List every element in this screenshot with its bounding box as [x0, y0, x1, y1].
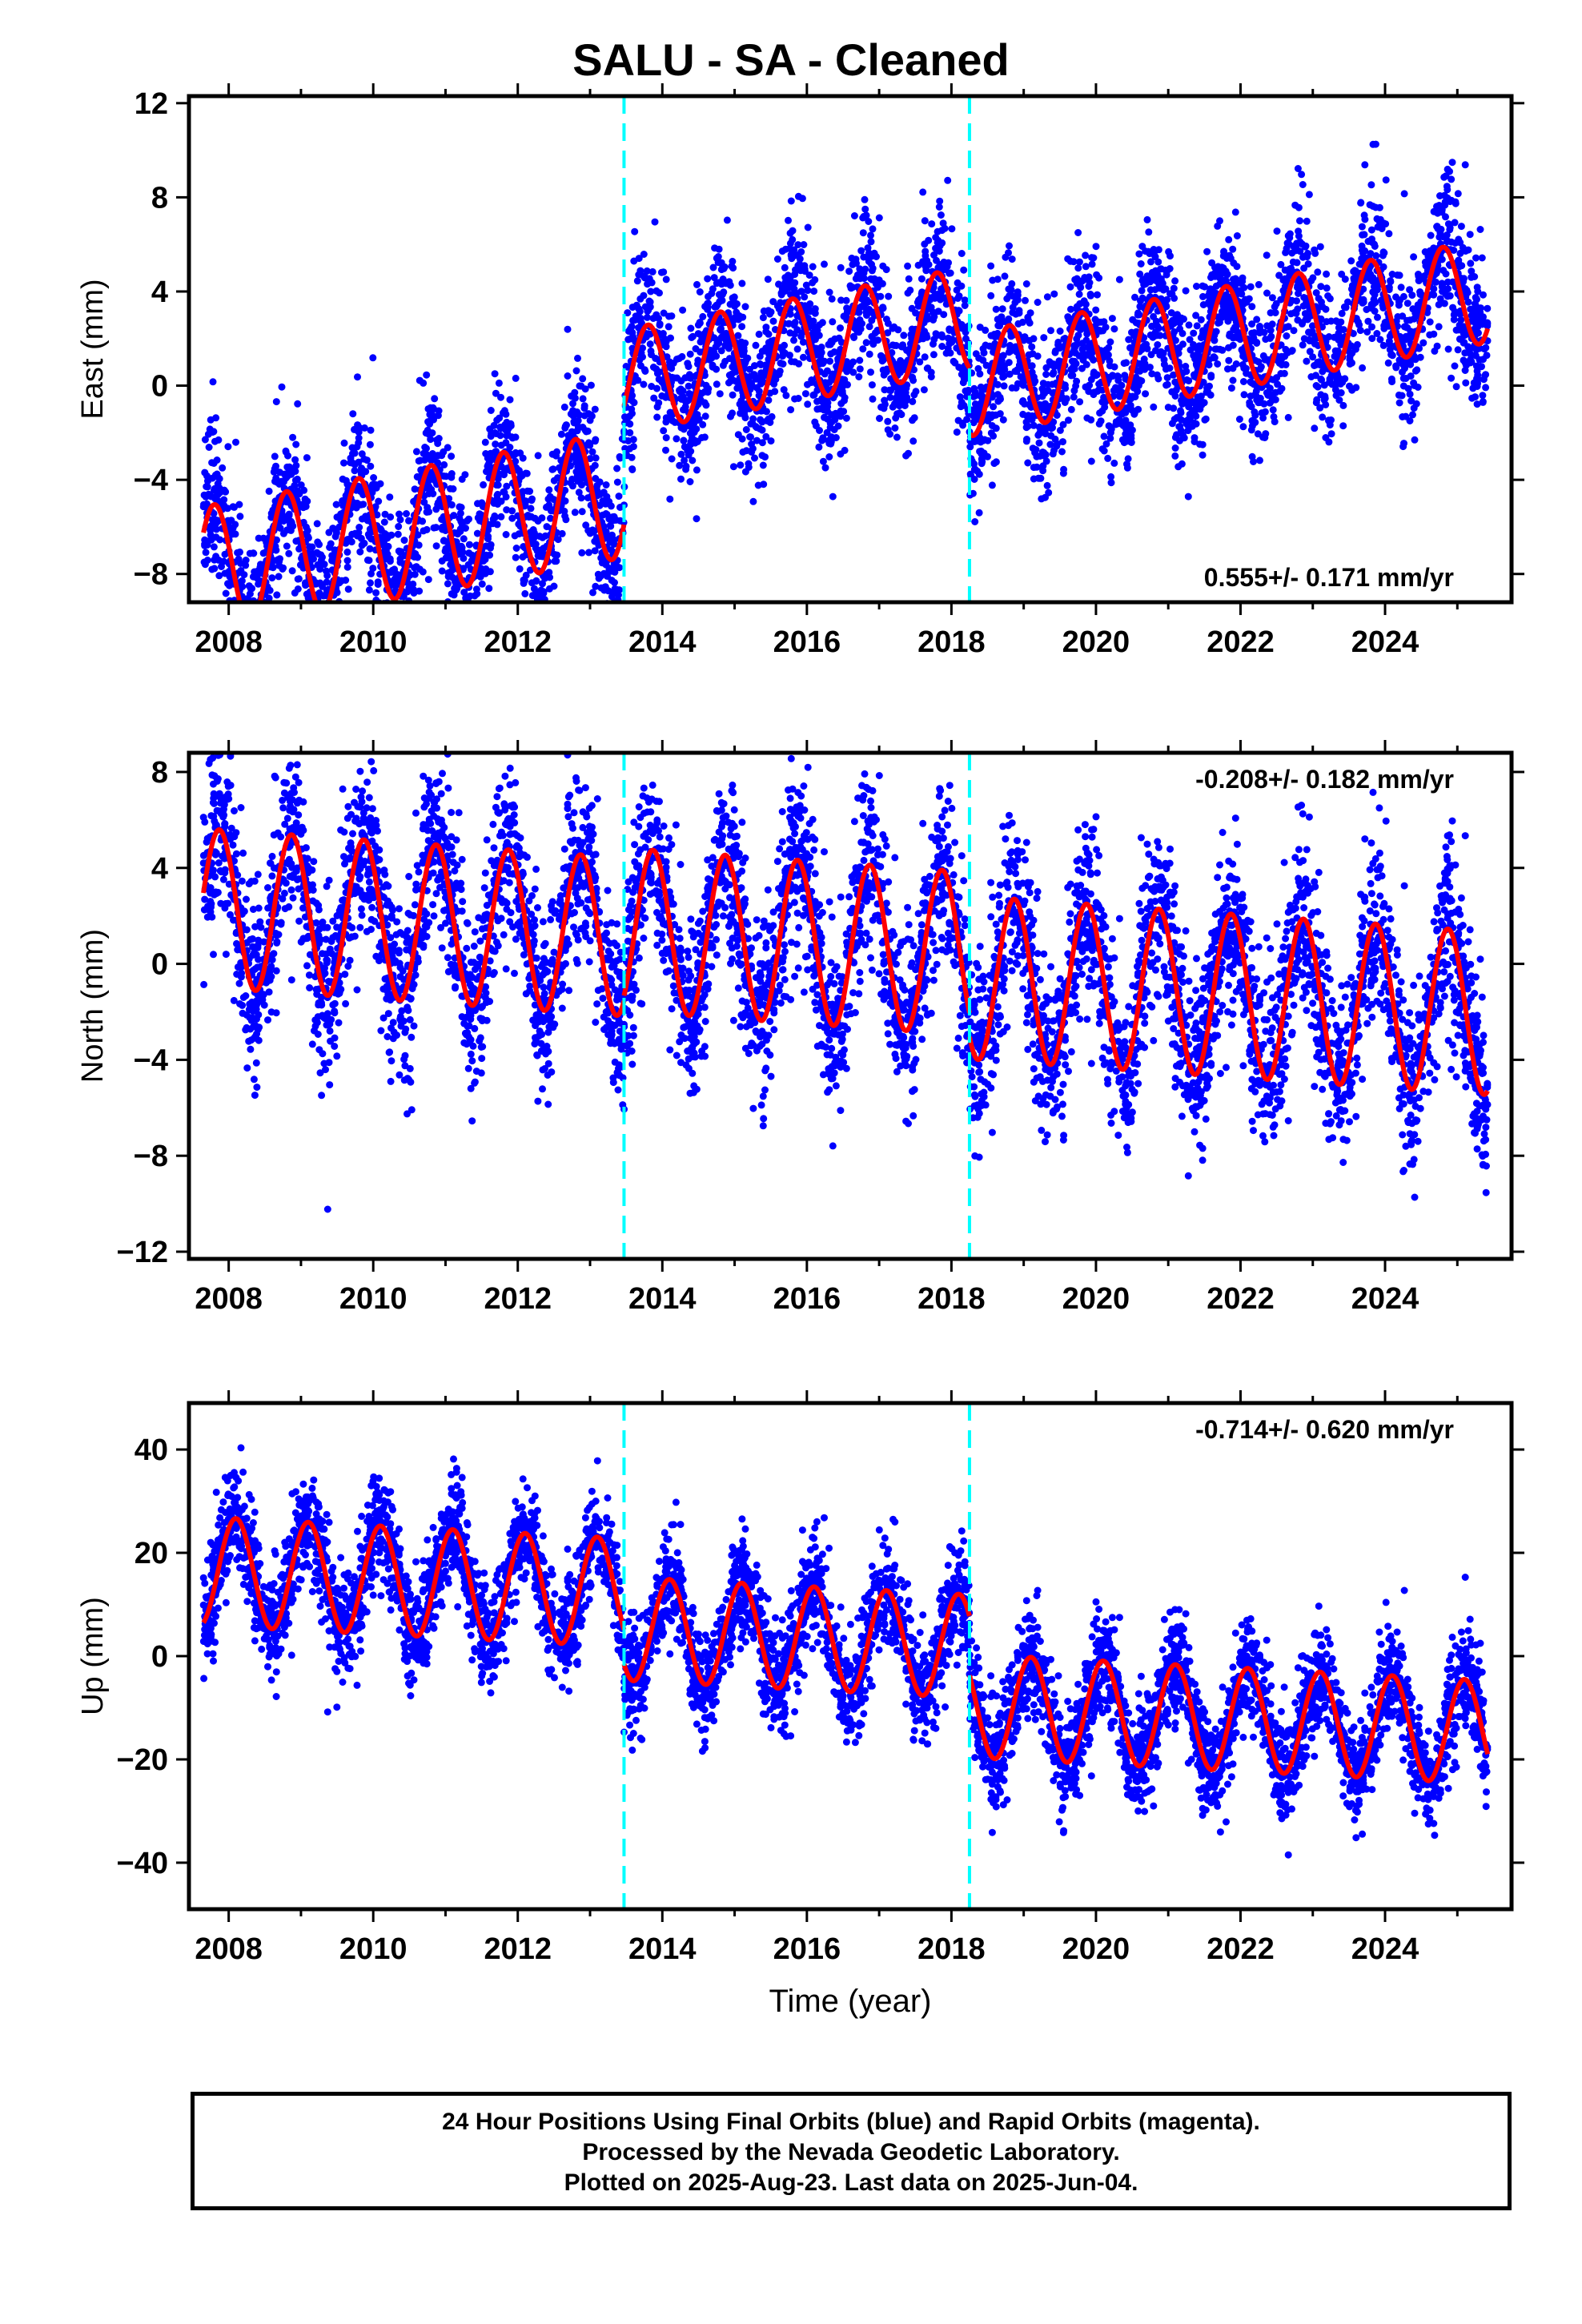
x-tick-label-up: 2010 — [339, 1932, 408, 1966]
x-tick-label-north: 2024 — [1351, 1282, 1419, 1316]
y-tick-label-up: 20 — [135, 1537, 168, 1570]
y-tick-label-east: −4 — [134, 464, 168, 497]
x-tick-label-up: 2018 — [917, 1932, 986, 1966]
x-tick-label-east: 2020 — [1062, 625, 1130, 659]
y-axis-label-north: North (mm) — [76, 929, 110, 1083]
x-tick-label-east: 2014 — [628, 625, 697, 659]
panel-north: 2008 2010 2012 2014 2016 2018 2020 2022 2024 −12 −… — [76, 684, 1524, 1316]
footer-box: 24 Hour Positions Using Final Orbits (bl… — [191, 2092, 1512, 2210]
x-tick-label-east: 2022 — [1207, 625, 1275, 659]
rate-label-up: -0.714+/- 0.620 mm/yr — [1195, 1415, 1454, 1444]
footer-line-3: Plotted on 2025-Aug-23. Last data on 202… — [195, 2168, 1508, 2198]
y-axis-label-up: Up (mm) — [76, 1597, 110, 1715]
x-tick-label-north: 2014 — [628, 1282, 697, 1316]
y-tick-label-north: −4 — [134, 1043, 168, 1077]
x-tick-label-east: 2016 — [773, 625, 841, 659]
data-points-north — [200, 684, 1492, 1213]
x-tick-label-up: 2008 — [195, 1932, 263, 1966]
footer-line-2: Processed by the Nevada Geodetic Laborat… — [195, 2137, 1508, 2168]
x-tick-label-east: 2008 — [195, 625, 263, 659]
y-tick-label-north: 8 — [151, 756, 168, 790]
y-tick-label-north: −12 — [117, 1236, 168, 1269]
y-tick-label-up: 40 — [135, 1433, 168, 1467]
x-tick-label-north: 2018 — [917, 1282, 986, 1316]
frame-east — [189, 96, 1512, 602]
x-tick-label-east: 2010 — [339, 625, 408, 659]
y-axis-label-east: East (mm) — [76, 279, 110, 419]
panel-up: 2008 2010 2012 2014 2016 2018 2020 2022 2024 −40 −… — [76, 1390, 1524, 2019]
y-tick-label-up: −20 — [117, 1743, 168, 1777]
x-tick-label-north: 2010 — [339, 1282, 408, 1316]
x-tick-label-east: 2024 — [1351, 625, 1419, 659]
y-tick-label-east: −8 — [134, 558, 168, 592]
x-axis-label: Time (year) — [769, 1984, 932, 2019]
x-tick-label-up: 2020 — [1062, 1932, 1130, 1966]
y-tick-label-up: −40 — [117, 1847, 168, 1880]
y-tick-label-east: 8 — [151, 181, 168, 215]
x-tick-label-north: 2016 — [773, 1282, 841, 1316]
plot-area-north — [200, 684, 1492, 1213]
rate-label-east: 0.555+/- 0.171 mm/yr — [1204, 563, 1454, 592]
x-tick-label-north: 2008 — [195, 1282, 263, 1316]
x-tick-label-north: 2020 — [1062, 1282, 1130, 1316]
plot-area-up — [200, 1444, 1492, 1858]
x-tick-label-north: 2022 — [1207, 1282, 1275, 1316]
panel-east: 2008 2010 2012 2014 2016 2018 2020 2022 2024 −8 −4… — [76, 83, 1524, 714]
y-tick-label-north: −8 — [134, 1140, 168, 1173]
y-tick-label-north: 0 — [151, 948, 168, 982]
y-tick-label-north: 4 — [151, 852, 168, 886]
rate-label-north: -0.208+/- 0.182 mm/yr — [1195, 765, 1454, 794]
x-tick-label-up: 2022 — [1207, 1932, 1275, 1966]
x-tick-label-up: 2012 — [484, 1932, 552, 1966]
x-tick-label-north: 2012 — [484, 1282, 552, 1316]
y-tick-label-east: 4 — [151, 275, 168, 309]
x-tick-label-east: 2018 — [917, 625, 986, 659]
footer-line-1: 24 Hour Positions Using Final Orbits (bl… — [195, 2107, 1508, 2137]
x-tick-label-up: 2014 — [628, 1932, 697, 1966]
y-tick-label-east: 0 — [151, 370, 168, 404]
data-points-up — [200, 1444, 1492, 1858]
y-tick-label-east: 12 — [135, 87, 168, 121]
x-tick-label-east: 2012 — [484, 625, 552, 659]
x-tick-label-up: 2024 — [1351, 1932, 1419, 1966]
y-tick-label-up: 0 — [151, 1640, 168, 1674]
x-tick-label-up: 2016 — [773, 1932, 841, 1966]
